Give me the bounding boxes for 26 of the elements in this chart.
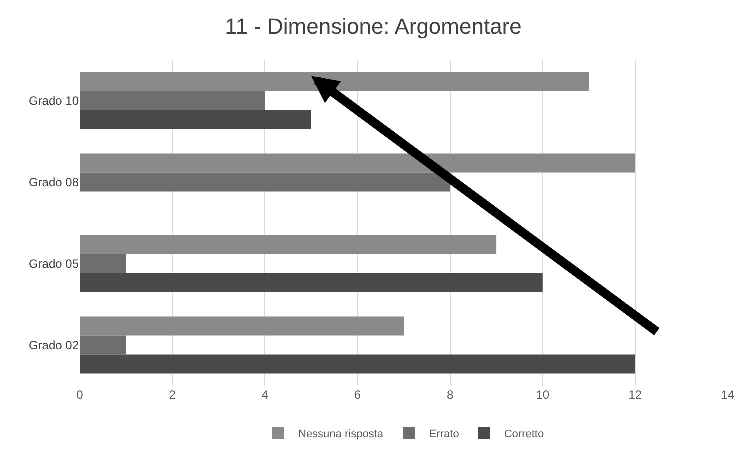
y-tick-label: Grado 08 — [28, 175, 80, 190]
y-tick-label: Grado 05 — [28, 256, 80, 271]
legend-label: Corretto — [504, 428, 544, 440]
bar — [80, 336, 126, 355]
y-tick-label: Grado 02 — [28, 338, 80, 352]
x-tick-label: 12 — [628, 388, 642, 402]
legend-label: Nessuna risposta — [298, 428, 384, 440]
x-tick-label: 6 — [354, 388, 362, 402]
bar — [80, 91, 266, 110]
x-tick-label: 0 — [76, 388, 84, 402]
bar — [80, 110, 312, 130]
x-tick-label: 14 — [721, 388, 735, 402]
bar — [80, 172, 450, 192]
chart-title: 11 - Dimensione: Argomentare — [225, 14, 522, 39]
bar — [80, 273, 543, 292]
bar — [80, 354, 636, 374]
legend-label: Errato — [429, 428, 460, 440]
bar — [80, 154, 636, 173]
x-tick-label: 2 — [169, 388, 176, 402]
bar — [80, 316, 404, 336]
x-tick-label: 8 — [446, 388, 454, 402]
x-tick-label: 4 — [262, 388, 269, 402]
y-tick-label: Grado 10 — [28, 94, 80, 108]
x-tick-label: 10 — [536, 388, 550, 402]
bar — [80, 235, 497, 254]
bar — [80, 254, 126, 274]
